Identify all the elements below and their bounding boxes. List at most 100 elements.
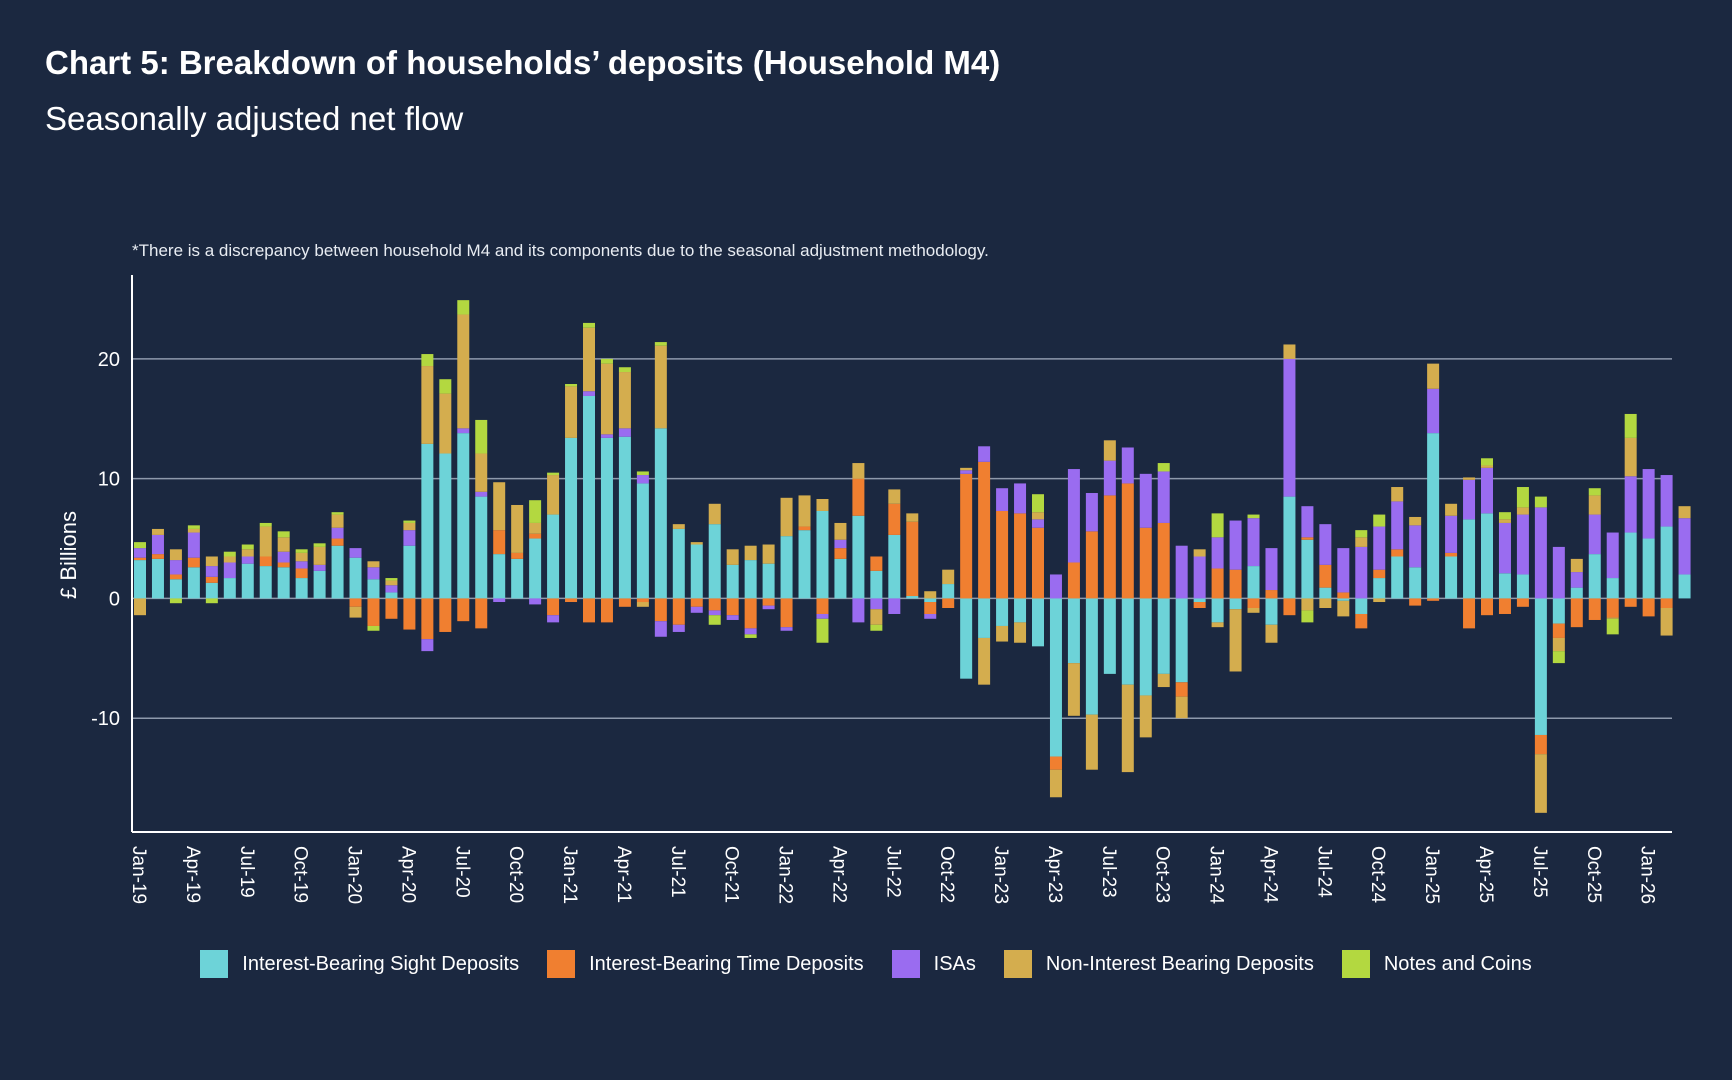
bar-segment [726,598,739,616]
bar-segment [403,520,416,523]
bar-segment [1337,600,1350,617]
bar-segment [1139,473,1152,528]
legend: Interest-Bearing Sight Deposits Interest-… [0,950,1732,978]
bar-segment [457,598,470,622]
bar-segment [1103,598,1116,674]
bar-segment [1247,518,1260,567]
bar-segment [367,579,380,599]
bar-segment [1175,598,1188,683]
bar-segment [439,393,452,454]
bar-segment [1121,684,1134,773]
bar-segment [205,566,218,577]
bar-segment [1355,598,1368,614]
bar-segment [1606,618,1619,635]
bar-segment [583,598,595,623]
bar-segment [1588,495,1601,515]
bar-segment [331,514,344,528]
x-tick-label: Jul-24 [1313,846,1334,898]
bar-segment [672,598,685,625]
bar-segment [1032,598,1044,647]
bar-segment [421,598,434,640]
legend-item: Notes and Coins [1341,950,1532,978]
bar-segment [313,570,326,599]
bar-segment [978,461,991,599]
bar-segment [1211,537,1224,569]
bar-segment [1481,467,1493,514]
bar-segment [1139,598,1152,696]
bar-segment [1552,637,1565,652]
bar-segment [654,428,667,599]
bar-segment [1570,572,1583,588]
bar-segment [1409,598,1422,606]
bar-segment [313,564,326,571]
bar-segment [600,598,613,623]
bar-segment [1624,598,1637,607]
bar-segment [1014,483,1027,514]
bar-segment [1247,566,1260,599]
bar-segment [708,598,721,611]
bar-segment [744,560,757,599]
x-tick-label: Oct-23 [1152,846,1173,903]
bar-segment [1373,526,1386,570]
bar-segment [636,598,649,603]
bar-segment [511,504,524,553]
y-tick-label: -10 [91,708,120,730]
bar-segment [367,567,380,580]
bar-segment [978,598,991,638]
bar-segment [1588,514,1601,555]
bar-segment [583,395,595,599]
x-tick-label: Jul-20 [451,846,472,898]
bar-segment [457,433,470,599]
bar-segment [1211,622,1224,628]
bar-segment [1660,526,1673,599]
bar-segment [187,567,200,599]
bar-segment [385,578,398,581]
bar-segment [816,598,829,614]
bar-segment [1283,344,1296,359]
bar-segment [475,419,488,454]
bar-segment [295,552,308,562]
bar-segment [457,428,470,434]
bar-segment [493,482,506,531]
bar-segment [1103,495,1116,599]
bar-segment [690,542,703,545]
x-tick-label: Oct-25 [1583,846,1604,903]
bar-segment [241,549,254,557]
bar-segment [385,580,398,586]
bar-segment [1427,433,1440,599]
bar-segment [1409,525,1422,568]
bar-segment [1283,358,1296,497]
bar-segment [349,548,362,558]
bar-segment [187,532,200,558]
bar-segment [1552,546,1565,599]
bar-segment [1409,567,1422,599]
bar-segment [241,563,254,599]
bar-segment [493,554,506,599]
x-tick-label: Apr-25 [1475,846,1496,903]
bar-segment [277,531,290,538]
x-tick-label: Jul-21 [667,846,688,898]
x-tick-label: Apr-21 [613,846,634,903]
bar-segment [1247,598,1260,609]
bar-segment [134,548,146,558]
bar-segment [996,625,1009,642]
bar-segment [1606,578,1619,599]
bar-segment [331,527,344,539]
bar-segment [1391,487,1404,502]
bar-segment [1337,548,1350,593]
bar-segment [1606,617,1619,619]
bar-segment [169,598,182,604]
bar-segment [1319,598,1332,609]
bar-segment [1373,578,1386,599]
bar-segment [690,544,703,599]
bar-segment [1570,558,1583,573]
x-tick-label: Jul-19 [236,846,257,898]
bar-segment [1337,592,1350,599]
bar-segment [169,560,182,575]
bar-segment [151,554,164,559]
bar-segment [1049,769,1062,798]
x-tick-label: Apr-24 [1259,846,1280,903]
bar-segment [708,610,721,616]
bar-segment [1157,463,1170,472]
bar-segment [493,530,506,555]
